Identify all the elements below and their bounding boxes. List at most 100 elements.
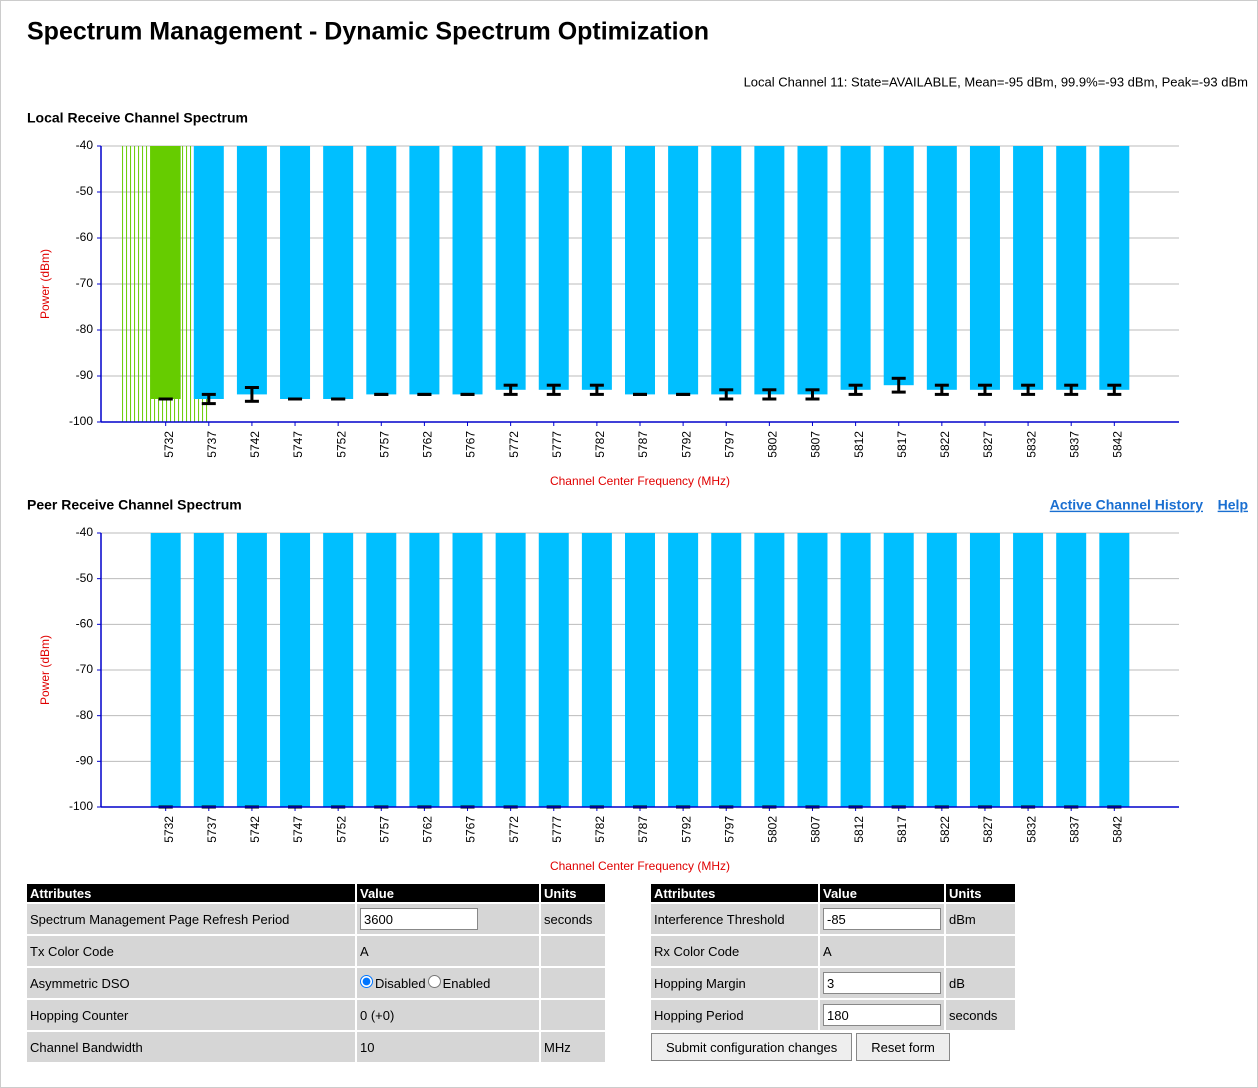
x-tick-label: 5742 (248, 816, 262, 843)
header-cell: Value (820, 884, 944, 902)
bar (280, 146, 311, 399)
table-row: Rx Color Code A (651, 936, 1015, 966)
x-tick-label: 5777 (550, 816, 564, 843)
bar (754, 146, 785, 395)
error-bar (201, 392, 216, 406)
y-tick-label: -70 (76, 276, 94, 290)
radio-button[interactable] (360, 975, 373, 988)
form-button[interactable]: Reset form (856, 1033, 950, 1061)
bar (926, 146, 957, 390)
x-tick-label: 5807 (809, 816, 823, 843)
form-button[interactable]: Submit configuration changes (651, 1033, 853, 1061)
error-bar (589, 383, 604, 396)
table-cell (541, 968, 605, 998)
x-tick-label: 5827 (981, 431, 995, 458)
radio-option[interactable]: Enabled (426, 975, 491, 991)
bar (323, 533, 354, 807)
x-tick-label: 5782 (593, 431, 607, 458)
y-tick-label: -60 (76, 617, 94, 631)
radio-button[interactable] (427, 975, 441, 988)
y-tick-label: -80 (76, 708, 94, 722)
bar (754, 533, 785, 807)
history-link[interactable]: Active Channel History (1050, 497, 1203, 513)
table-row: Asymmetric DSO Disabled Enabled (27, 968, 605, 998)
help-link[interactable]: Help (1218, 497, 1248, 513)
x-tick-label: 5752 (334, 816, 348, 843)
error-bar (503, 383, 518, 396)
bar (452, 533, 483, 807)
button-row: Submit configuration changes Reset form (651, 1032, 1015, 1062)
y-tick-label: -40 (76, 138, 94, 152)
x-tick-label: 5832 (1024, 431, 1038, 458)
x-tick-label: 5797 (722, 431, 736, 458)
table-cell: seconds (541, 904, 605, 934)
radio-option[interactable]: Disabled (360, 975, 426, 991)
error-bar (848, 383, 863, 396)
x-tick-label: 5837 (1067, 816, 1081, 843)
x-tick-label: 5812 (852, 431, 866, 458)
page-title: Spectrum Management - Dynamic Spectrum O… (27, 18, 709, 46)
text-input[interactable] (360, 908, 478, 930)
x-tick-label: 5757 (377, 816, 391, 843)
x-tick-label: 5752 (334, 431, 348, 458)
bar (538, 146, 569, 390)
bar (1056, 146, 1087, 390)
x-tick-label: 5737 (205, 431, 219, 458)
bar (711, 146, 742, 395)
x-tick-label: 5837 (1067, 431, 1081, 458)
table-cell: Asymmetric DSO (27, 968, 355, 998)
text-input[interactable] (823, 972, 941, 994)
x-tick-label: 5772 (507, 431, 521, 458)
x-tick-label: 5732 (162, 431, 176, 458)
bar (236, 533, 267, 807)
bar (625, 533, 655, 807)
bar (1013, 146, 1044, 390)
header-cell: Value (357, 884, 539, 902)
bar (409, 533, 440, 807)
bar (797, 533, 828, 807)
bar (1099, 533, 1130, 807)
bar (797, 146, 828, 395)
bar (1099, 146, 1130, 390)
table-cell: dB (946, 968, 1015, 998)
radio-label: Enabled (442, 976, 491, 991)
x-tick-label: 5842 (1110, 431, 1124, 458)
y-tick-label: -40 (76, 525, 94, 539)
x-tick-label: 5822 (938, 816, 952, 843)
bar (840, 146, 871, 390)
charts: Spectrum Management - Dynamic Spectrum O… (27, 18, 1248, 874)
bar (926, 533, 957, 807)
header-row: Attributes Value Units (651, 884, 1015, 902)
bar (581, 533, 612, 807)
header-cell: Attributes (27, 884, 355, 902)
text-input[interactable] (823, 908, 941, 930)
header-cell: Units (946, 884, 1015, 902)
x-tick-label: 5777 (550, 431, 564, 458)
bar (883, 533, 914, 807)
bar (668, 146, 699, 395)
y-axis-label: Power (dBm) (38, 635, 52, 705)
attributes-table: Attributes Value Units Interference Thresho… (649, 882, 1017, 1064)
status-line: Local Channel 11: State=AVAILABLE, Mean=… (744, 74, 1248, 89)
table-cell: Spectrum Management Page Refresh Period (27, 904, 355, 934)
x-tick-label: 5772 (507, 816, 521, 843)
error-bar (244, 386, 259, 403)
table-cell (541, 936, 605, 966)
table-cell: Tx Color Code (27, 936, 355, 966)
x-tick-label: 5827 (981, 816, 995, 843)
y-axis-label: Power (dBm) (38, 249, 52, 319)
bar (668, 533, 699, 807)
y-tick-label: -80 (76, 322, 94, 336)
y-tick-label: -100 (69, 799, 93, 813)
x-tick-label: 5812 (852, 816, 866, 843)
x-tick-label: 5737 (205, 816, 219, 843)
chart-title: Local Receive Channel Spectrum (27, 110, 248, 126)
text-input[interactable] (823, 1004, 941, 1026)
table-cell: Disabled Enabled (357, 968, 539, 998)
bar (323, 146, 354, 399)
error-bar (762, 388, 777, 401)
table-cell: 0 (+0) (357, 1000, 539, 1030)
table-row: Spectrum Management Page Refresh Period s… (27, 904, 605, 934)
bar (711, 533, 742, 807)
